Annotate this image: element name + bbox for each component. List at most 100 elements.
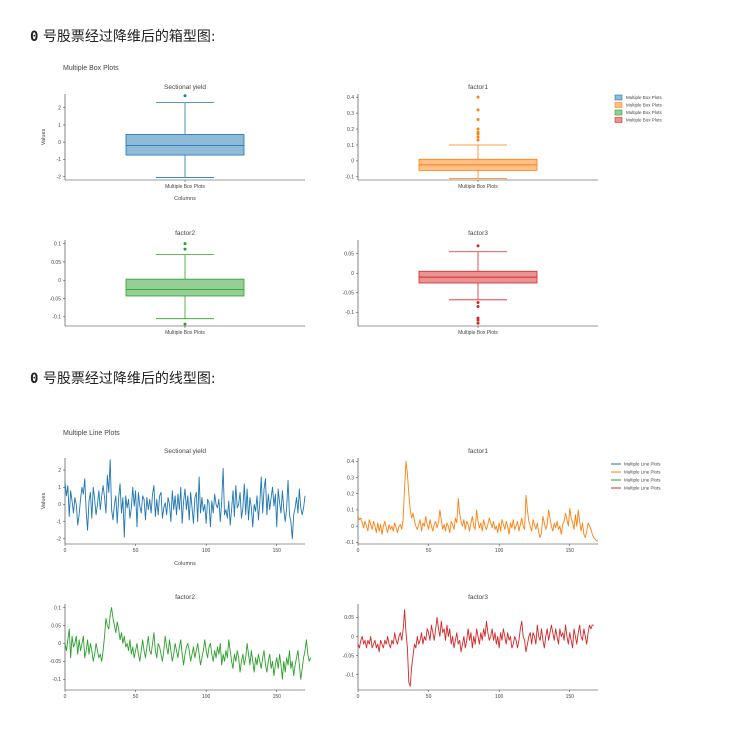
outlier-point [476,132,480,136]
y-tick-label: 0.2 [347,491,354,497]
x-tick-label: 150 [566,548,575,554]
legend-label: Multiple Line Plots [624,462,661,467]
y-tick-label: 0 [58,502,61,508]
y-tick-label: 0 [58,278,61,284]
x-tick-label: Multiple Box Plots [165,184,205,190]
iqr-box [125,278,245,297]
line-section-heading: 0 号股票经过降维后的线型图: [30,368,216,388]
outlier-point [183,242,187,246]
box-figure-title: Multiple Box Plots [63,65,119,72]
y-tick-label: 0 [351,634,354,640]
legend-label: Multiple Line Plots [624,470,661,475]
y-tick-label: 1 [58,485,61,491]
series-line [357,460,598,542]
y-tick-label: 0.05 [344,251,354,257]
outlier-point [476,318,480,322]
box-plots-svg: Multiple Box Plots Sectional yield -2 -1 0 1 2… [41,65,663,336]
legend-label: Multiple Box Plots [626,118,663,123]
x-tick-label: 0 [64,694,67,700]
legend-label: Multiple Line Plots [624,478,661,483]
outlier-point [476,321,480,325]
y-tick-label: 1 [58,123,61,129]
y-tick-label: -0.1 [345,175,354,181]
series-line [357,609,594,687]
outlier-point [476,108,480,112]
x-tick-label: 50 [133,548,139,554]
line-panel-title: factor2 [175,594,195,601]
legend-swatch [614,117,623,123]
x-tick-label: 0 [357,548,360,554]
outlier-point [183,322,187,326]
line-figure-title: Multiple Line Plots [63,430,120,437]
y-tick-label: 0.3 [347,475,354,481]
y-tick-label: 0 [351,271,354,277]
outlier-point [476,135,480,139]
x-axis-title: Columns [174,561,196,567]
x-tick-label: 50 [133,694,139,700]
x-tick-label: 100 [202,548,211,554]
y-tick-label: -0.1 [345,540,354,546]
y-tick-label: 0.1 [54,241,61,247]
y-axis-title: Values [41,129,47,146]
box-panel-title: factor3 [468,230,488,237]
y-axis-title: Values [41,493,47,510]
line-panel-2: factor1-0.100.10.20.30.40 50 100 150 [345,448,598,554]
x-tick-label: 150 [566,694,575,700]
legend-swatch [614,109,623,116]
y-tick-label: 0 [58,140,61,146]
line-panel-title: factor1 [468,448,488,455]
y-tick-label: 0.05 [51,623,61,629]
line-panel-title: Sectional yield [164,448,206,455]
heading-zero: 0 [30,371,39,387]
series-line [64,459,306,540]
legend-label: Multiple Box Plots [626,110,663,115]
x-tick-label: Multiple Box Plots [165,330,205,336]
box-panel-title: factor2 [175,230,195,237]
box-panel-2: factor1 -0.1 0 0.1 0.2 0.3 0.4 Multiple Box Plo… [345,84,598,190]
line-figure: Multiple Line Plots Sectional yield -2 -1 0 1… [0,420,740,720]
y-tick-label: 0 [58,641,61,647]
heading-zero: 0 [30,29,39,45]
x-tick-label: 50 [426,548,432,554]
y-tick-label: -0.1 [52,677,61,683]
x-tick-label: 150 [273,548,282,554]
line-panel-3: factor2 -0.1 -0.05 0 0.05 0.1 0 50 100 150 [50,594,312,700]
line-heading-text: 号股票经过降维后的线型图: [42,371,216,387]
outlier-point [476,244,480,248]
outlier-point [476,301,480,305]
y-tick-label: 0.2 [347,127,354,133]
x-tick-label: 0 [64,548,67,554]
outlier-point [476,95,480,99]
y-tick-label: 0.1 [347,143,354,149]
x-tick-label: 50 [426,694,432,700]
box-panel-3: factor2 -0.1 -0.05 0 0.05 0.1 Multiple Box Plo… [50,230,305,336]
y-tick-label: 0.05 [51,260,61,266]
y-tick-label: 0 [351,524,354,530]
outlier-point [183,247,187,251]
y-tick-label: 0.05 [344,615,354,621]
y-tick-label: -0.1 [345,310,354,316]
x-tick-label: Multiple Box Plots [458,184,498,190]
y-tick-label: 0 [351,159,354,165]
outlier-point [476,138,480,142]
line-plots-svg: Multiple Line Plots Sectional yield -2 -1 0 1… [41,430,661,700]
legend-swatch [614,102,623,108]
iqr-box [125,134,245,156]
y-tick-label: -0.05 [50,659,62,665]
y-tick-label: 2 [58,106,61,112]
y-tick-label: -0.05 [50,296,62,302]
box-heading-text: 号股票经过降维后的箱型图: [42,29,216,45]
box-panel-1: Sectional yield -2 -1 0 1 2 Multiple Box Plots [57,84,305,190]
x-tick-label: 100 [495,548,504,554]
x-tick-label: 0 [357,694,360,700]
box-section-heading: 0 号股票经过降维后的箱型图: [30,26,216,46]
box-figure: Multiple Box Plots Sectional yield -2 -1 0 1 2… [0,56,740,346]
box-panel-title: factor1 [468,84,488,91]
legend-label: Multiple Box Plots [626,103,663,108]
y-tick-label: -0.05 [343,653,355,659]
y-tick-label: -1 [57,157,62,163]
y-tick-label: 2 [58,468,61,474]
outlier-point [183,94,187,98]
x-tick-label: 100 [495,694,504,700]
y-tick-label: -1 [57,519,62,525]
